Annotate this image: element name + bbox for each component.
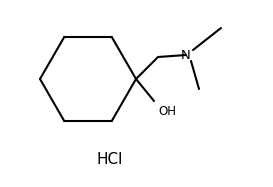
Text: HCl: HCl [97, 151, 123, 166]
Text: OH: OH [158, 105, 176, 118]
Text: N: N [181, 48, 191, 62]
